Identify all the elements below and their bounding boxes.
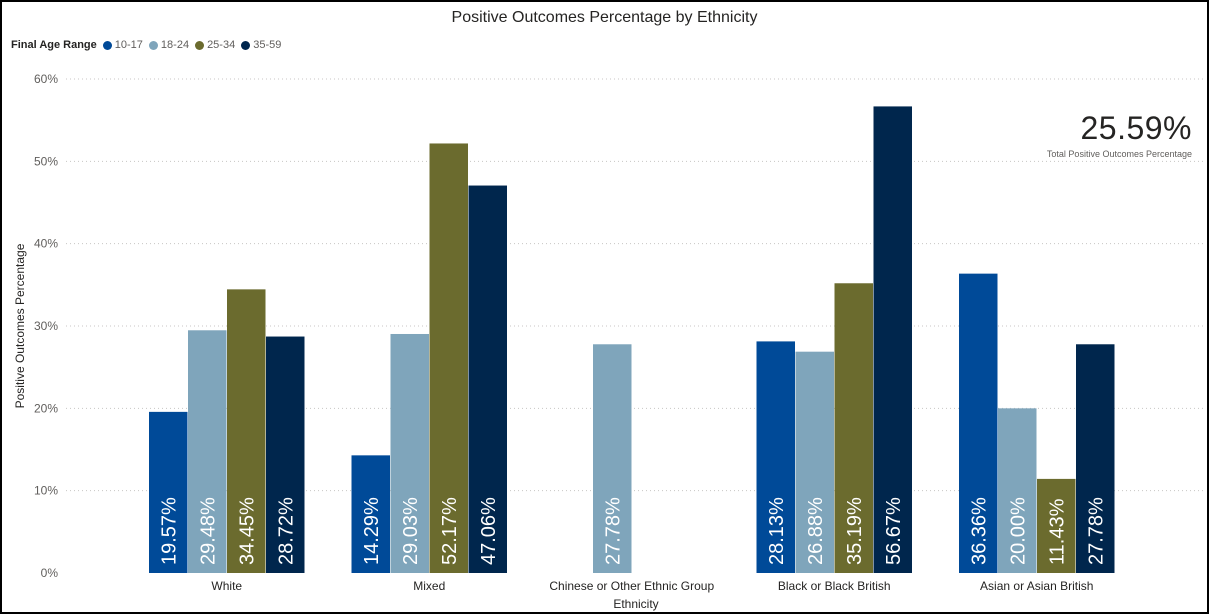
y-tick-label: 0% [41, 566, 59, 580]
y-axis-title: Positive Outcomes Percentage [13, 243, 27, 408]
bar-10-17-4[interactable] [959, 273, 998, 573]
data-label: 34.45% [236, 497, 258, 565]
bar-10-17-1[interactable] [351, 455, 391, 573]
data-label: 29.48% [197, 497, 219, 565]
bar-25-34-0[interactable] [227, 289, 266, 573]
bar-35-59-0[interactable] [266, 336, 305, 573]
bar-10-17-0[interactable] [149, 411, 188, 573]
x-tick-label: Mixed [413, 579, 445, 593]
bar-35-59-4[interactable] [1076, 344, 1115, 573]
y-tick-label: 50% [34, 154, 58, 168]
legend: Final Age Range 10-17 18-24 25-34 35-59 [11, 39, 287, 51]
data-label: 36.36% [968, 497, 990, 565]
bar-25-34-1[interactable] [429, 143, 469, 574]
x-tick-label: Asian or Asian British [980, 579, 1093, 593]
chart-title: Positive Outcomes Percentage by Ethnicit… [451, 9, 758, 26]
bar-35-59-1[interactable] [468, 185, 508, 573]
legend-dot-icon [148, 40, 158, 50]
legend-label: 18-24 [160, 39, 190, 51]
y-tick-label: 10% [34, 484, 58, 498]
legend-title: Final Age Range [11, 39, 97, 51]
x-axis-title: Ethnicity [613, 597, 658, 611]
bar-25-34-4[interactable] [1037, 478, 1076, 573]
y-tick-label: 30% [34, 319, 58, 333]
data-label: 20.00% [1007, 497, 1029, 565]
data-label: 27.78% [1085, 497, 1107, 565]
data-label: 26.88% [805, 497, 827, 565]
legend-item-25-34[interactable]: 25-34 [195, 39, 235, 51]
legend-item-35-59[interactable]: 35-59 [241, 39, 281, 51]
kpi-card: 25.59% Total Positive Outcomes Percentag… [1047, 110, 1192, 159]
x-tick-label: Black or Black British [778, 579, 891, 593]
bar-18-24-0[interactable] [188, 330, 227, 573]
legend-dot-icon [241, 40, 251, 50]
legend-dot-icon [102, 40, 112, 50]
legend-label: 35-59 [253, 39, 282, 51]
bar-25-34-3[interactable] [834, 283, 874, 573]
bar-18-24-3[interactable] [795, 351, 835, 573]
data-label: 35.19% [844, 497, 866, 565]
data-label: 11.43% [1046, 498, 1068, 565]
data-label: 47.06% [478, 497, 500, 565]
y-tick-label: 60% [34, 72, 58, 86]
legend-label: 25-34 [207, 39, 236, 51]
data-label: 28.13% [766, 497, 788, 565]
data-label: 19.57% [158, 497, 180, 565]
x-tick-label: White [211, 579, 242, 593]
bar-35-59-3[interactable] [873, 106, 913, 574]
legend-label: 10-17 [114, 39, 143, 51]
y-tick-label: 40% [34, 237, 58, 251]
data-label: 52.17% [439, 497, 461, 565]
data-label: 27.78% [602, 497, 624, 565]
data-label: 56.67% [883, 497, 905, 565]
legend-item-10-17[interactable]: 10-17 [102, 39, 143, 51]
bar-10-17-3[interactable] [756, 341, 796, 573]
data-label: 29.03% [400, 497, 422, 565]
y-tick-label: 20% [34, 401, 58, 415]
bar-18-24-1[interactable] [390, 333, 430, 573]
bar-18-24-2[interactable] [593, 344, 632, 573]
data-label: 14.29% [361, 497, 383, 565]
kpi-label: Total Positive Outcomes Percentage [1046, 149, 1192, 159]
bar-18-24-4[interactable] [998, 408, 1037, 573]
legend-item-18-24[interactable]: 18-24 [148, 39, 190, 51]
data-label: 28.72% [275, 497, 297, 565]
legend-dot-icon [195, 40, 205, 50]
kpi-value: 25.59% [1080, 110, 1192, 146]
x-tick-label: Chinese or Other Ethnic Group [549, 579, 714, 593]
